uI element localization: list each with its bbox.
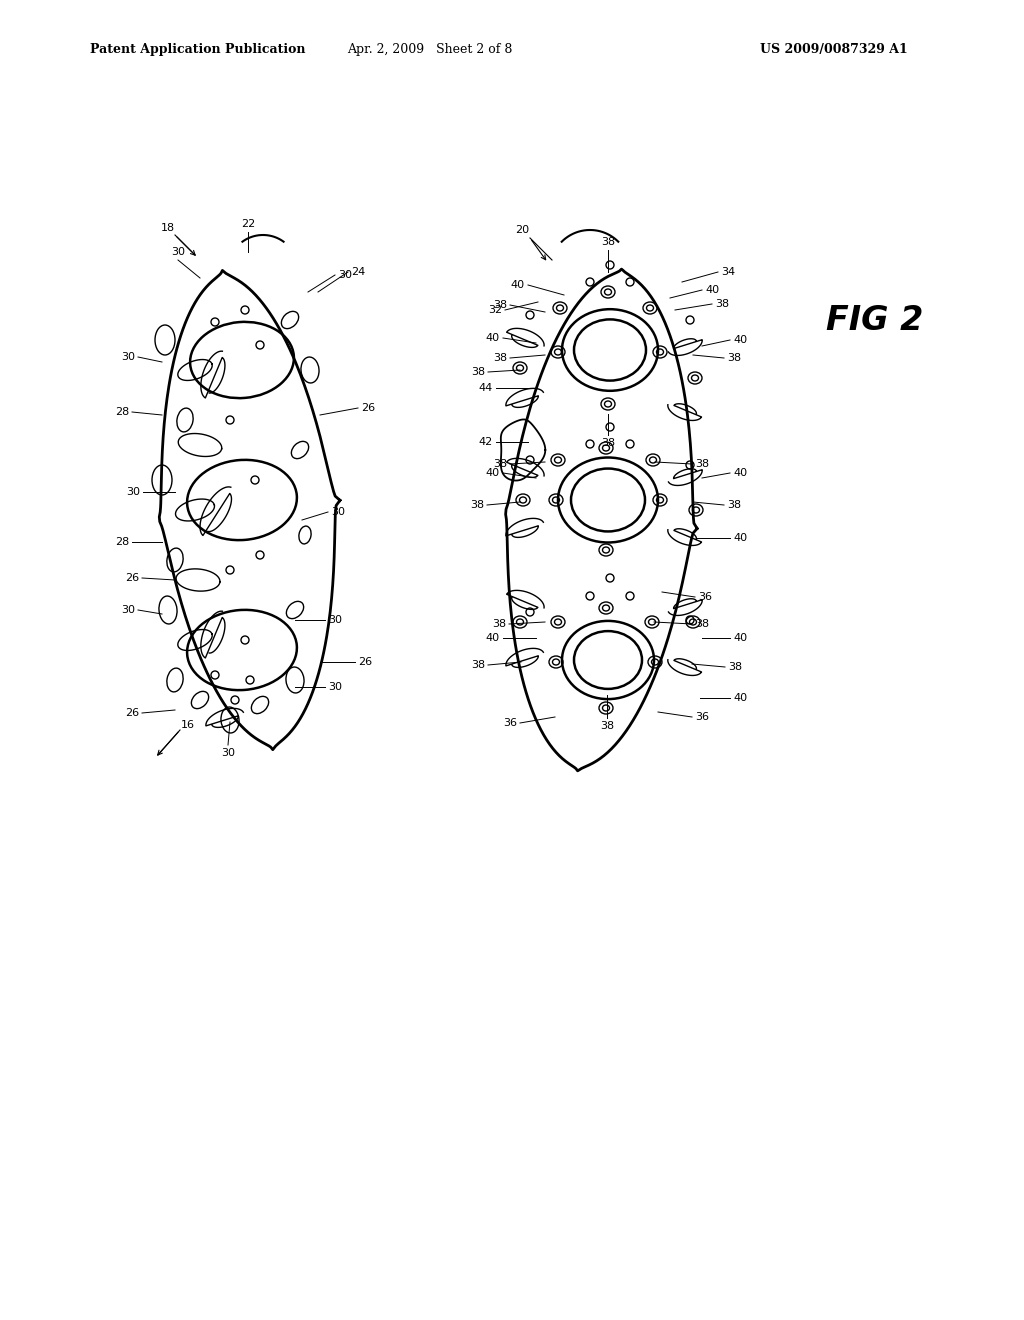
Text: 26: 26 <box>358 657 372 667</box>
Text: 40: 40 <box>733 533 748 543</box>
Text: 40: 40 <box>733 469 748 478</box>
Text: 40: 40 <box>733 693 748 704</box>
Text: 36: 36 <box>695 711 709 722</box>
Text: 38: 38 <box>727 352 741 363</box>
Text: 40: 40 <box>485 634 500 643</box>
Text: 30: 30 <box>121 605 135 615</box>
Text: Patent Application Publication: Patent Application Publication <box>90 44 305 57</box>
Text: 30: 30 <box>331 507 345 517</box>
Text: 38: 38 <box>695 459 710 469</box>
Text: US 2009/0087329 A1: US 2009/0087329 A1 <box>760 44 907 57</box>
Text: 40: 40 <box>733 335 748 345</box>
Text: 30: 30 <box>171 247 185 257</box>
Text: 16: 16 <box>181 719 195 730</box>
Text: 38: 38 <box>601 438 615 447</box>
Text: 30: 30 <box>338 271 352 280</box>
Text: 38: 38 <box>601 238 615 247</box>
Text: 26: 26 <box>125 708 139 718</box>
Text: 38: 38 <box>471 367 485 378</box>
Text: 38: 38 <box>600 721 614 731</box>
Text: 30: 30 <box>328 615 342 624</box>
Text: 40: 40 <box>511 280 525 290</box>
Text: 38: 38 <box>715 300 729 309</box>
Text: 38: 38 <box>470 500 484 510</box>
Text: 28: 28 <box>115 407 129 417</box>
Text: 40: 40 <box>485 469 500 478</box>
Text: 38: 38 <box>493 300 507 310</box>
Text: 38: 38 <box>492 619 506 630</box>
Text: 38: 38 <box>493 352 507 363</box>
Text: 44: 44 <box>479 383 493 393</box>
Text: Apr. 2, 2009   Sheet 2 of 8: Apr. 2, 2009 Sheet 2 of 8 <box>347 44 513 57</box>
Text: 26: 26 <box>361 403 375 413</box>
Text: 28: 28 <box>115 537 129 546</box>
Text: 26: 26 <box>125 573 139 583</box>
Text: 18: 18 <box>161 223 175 234</box>
Text: 38: 38 <box>471 660 485 671</box>
Text: 20: 20 <box>515 224 529 235</box>
Text: 40: 40 <box>733 634 748 643</box>
Text: 40: 40 <box>485 333 500 343</box>
Text: 38: 38 <box>493 459 507 469</box>
Text: 40: 40 <box>705 285 719 294</box>
Text: 30: 30 <box>121 352 135 362</box>
Text: 34: 34 <box>721 267 735 277</box>
Text: 32: 32 <box>487 305 502 315</box>
Text: 30: 30 <box>126 487 140 498</box>
Text: 38: 38 <box>727 500 741 510</box>
Text: 36: 36 <box>503 718 517 729</box>
Text: 42: 42 <box>479 437 493 447</box>
Text: 30: 30 <box>328 682 342 692</box>
Text: 38: 38 <box>695 619 710 630</box>
Text: 36: 36 <box>698 591 712 602</box>
Text: 22: 22 <box>241 219 255 228</box>
Text: 30: 30 <box>221 748 234 758</box>
Text: FIG 2: FIG 2 <box>826 304 924 337</box>
Text: 24: 24 <box>351 267 366 277</box>
Text: 38: 38 <box>728 663 742 672</box>
